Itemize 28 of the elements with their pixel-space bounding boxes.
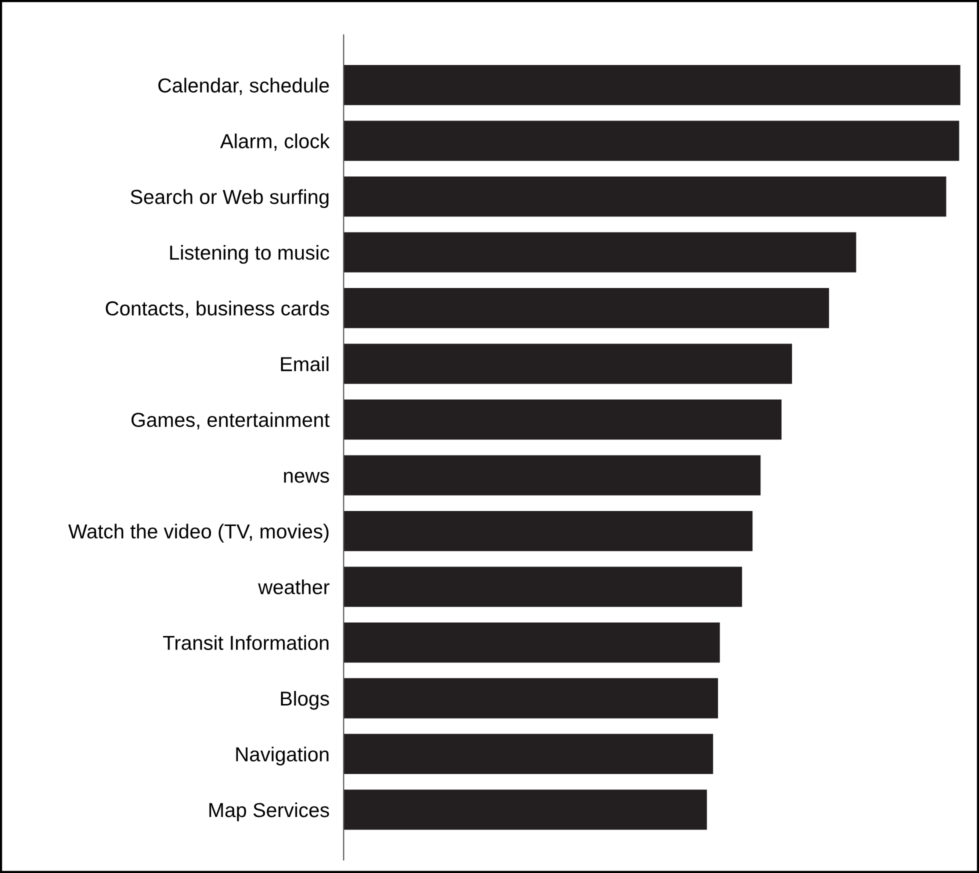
bar	[344, 120, 960, 161]
bar	[344, 344, 792, 384]
bar	[344, 176, 946, 217]
y-tick-label: Listening to music	[170, 245, 330, 264]
y-tick-label: Transit Information	[163, 635, 328, 650]
bar	[344, 399, 782, 440]
bar	[344, 65, 960, 106]
y-tick-label: Search or Web surfing	[130, 189, 328, 208]
bar	[344, 455, 761, 496]
y-tick-label: Email	[281, 356, 328, 372]
bar	[344, 790, 707, 830]
y-tick-label: Games, entertainment	[132, 412, 330, 430]
bar	[344, 232, 856, 272]
y-tick-label: weather	[258, 579, 330, 594]
y-tick-label: Alarm, clock	[220, 134, 330, 151]
bar	[344, 622, 720, 663]
y-tick-label: Navigation	[236, 746, 328, 766]
y-tick-label: Contacts, business cards	[106, 300, 330, 318]
y-tick-label: news	[284, 472, 330, 483]
bar	[344, 678, 718, 718]
bar	[344, 566, 742, 607]
y-tick-label: Map Services	[209, 802, 330, 822]
bar	[344, 288, 830, 328]
y-tick-label: Watch the video (TV, movies)	[68, 524, 329, 542]
y-tick-label: Blogs	[281, 690, 330, 710]
bar	[344, 510, 753, 552]
bar	[344, 734, 714, 774]
y-tick-label: Calendar, schedule	[158, 78, 329, 95]
